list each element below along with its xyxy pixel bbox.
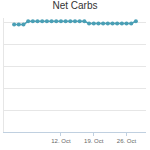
svg-text:19. Oct: 19. Oct: [84, 138, 104, 144]
svg-text:Net Carbs: Net Carbs: [52, 0, 97, 11]
svg-text:26. Oct: 26. Oct: [117, 138, 137, 144]
svg-text:12. Oct: 12. Oct: [51, 138, 71, 144]
